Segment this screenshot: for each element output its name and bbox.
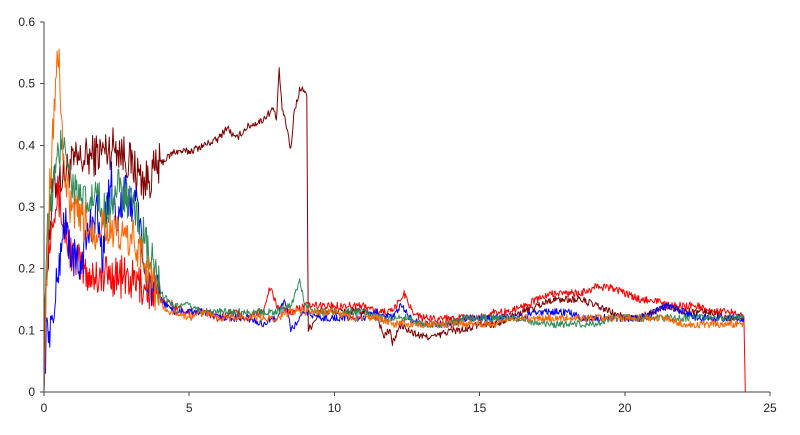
y-tick-label: 0.4	[18, 138, 35, 152]
series-line-1	[43, 67, 745, 393]
x-tick-label: 25	[763, 401, 777, 415]
series-line-4	[43, 130, 745, 352]
series-layer	[43, 48, 746, 393]
y-tick-label: 0	[28, 385, 35, 399]
x-tick-label: 15	[473, 401, 487, 415]
series-line-2	[43, 175, 746, 393]
axes-layer: 0 0.1 0.2 0.3 0.4 0.5 0.6 0 5 10 15 20 25	[18, 15, 777, 415]
y-tick-label: 0.2	[18, 262, 35, 276]
y-tick-label: 0.1	[18, 323, 35, 337]
y-tick-label: 0.6	[18, 15, 35, 29]
x-tick-label: 0	[41, 401, 48, 415]
x-tick-label: 20	[618, 401, 632, 415]
series-line-5	[43, 48, 745, 393]
x-tick-label: 5	[186, 401, 193, 415]
y-tick-label: 0.3	[18, 200, 35, 214]
x-tick-label: 10	[328, 401, 342, 415]
y-tick-label: 0.5	[18, 77, 35, 91]
